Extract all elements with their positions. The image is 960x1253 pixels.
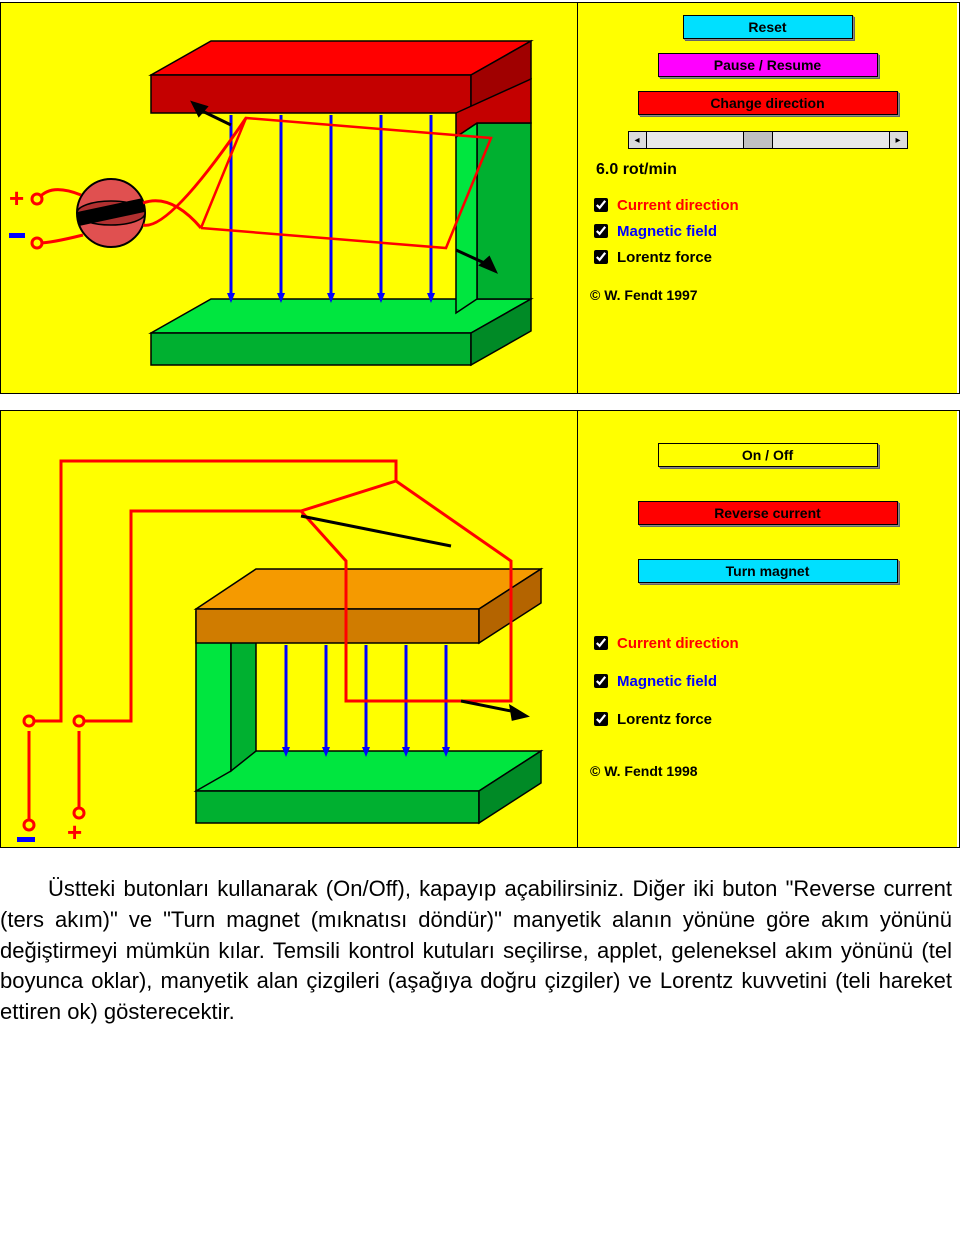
speed-slider[interactable]: ◂ ▸: [628, 131, 908, 149]
check-magnetic-field-box[interactable]: [594, 224, 608, 238]
terminal-minus-2: [17, 837, 35, 842]
check2-current-direction-box[interactable]: [594, 636, 608, 650]
check2-lorentz-force-box[interactable]: [594, 712, 608, 726]
pause-resume-button[interactable]: Pause / Resume: [658, 53, 878, 77]
check2-magnetic-field[interactable]: Magnetic field: [590, 671, 945, 691]
applet2-credit: © W. Fendt 1998: [590, 763, 945, 779]
description-paragraph: Üstteki butonları kullanarak (On/Off), k…: [0, 870, 960, 1046]
applet-dc-motor: + Reset Pause / Resume Change direction …: [0, 2, 960, 394]
check-current-direction-label: Current direction: [617, 197, 739, 214]
commutator: [76, 179, 145, 247]
speed-readout: 6.0 rot/min: [596, 161, 945, 179]
check-lorentz-force-label: Lorentz force: [617, 249, 712, 266]
check2-magnetic-field-box[interactable]: [594, 674, 608, 688]
slider-increment[interactable]: ▸: [889, 132, 907, 148]
slider-decrement[interactable]: ◂: [629, 132, 647, 148]
terminal-plus-2: +: [67, 817, 82, 847]
reset-button[interactable]: Reset: [683, 15, 853, 39]
slider-thumb[interactable]: [743, 132, 773, 148]
check-magnetic-field-label: Magnetic field: [617, 223, 717, 240]
onoff-button[interactable]: On / Off: [658, 443, 878, 467]
reverse-current-button[interactable]: Reverse current: [638, 501, 898, 525]
applet1-canvas: +: [1, 3, 577, 393]
applet1-controls: Reset Pause / Resume Change direction ◂ …: [577, 3, 957, 393]
check2-lorentz-force[interactable]: Lorentz force: [590, 709, 945, 729]
check-lorentz-force[interactable]: Lorentz force: [590, 247, 945, 267]
slider-track[interactable]: [647, 132, 889, 148]
check2-current-direction[interactable]: Current direction: [590, 633, 945, 653]
applet1-credit: © W. Fendt 1997: [590, 287, 945, 303]
applet2-controls: On / Off Reverse current Turn magnet Cur…: [577, 411, 957, 847]
check-current-direction[interactable]: Current direction: [590, 195, 945, 215]
check2-current-direction-label: Current direction: [617, 635, 739, 652]
check2-magnetic-field-label: Magnetic field: [617, 673, 717, 690]
check2-lorentz-force-label: Lorentz force: [617, 711, 712, 728]
applet-lorentz-force: + On / Off Reverse current Turn magnet C…: [0, 410, 960, 848]
turn-magnet-button[interactable]: Turn magnet: [638, 559, 898, 583]
applet2-canvas: +: [1, 411, 577, 847]
change-direction-button[interactable]: Change direction: [638, 91, 898, 115]
check-lorentz-force-box[interactable]: [594, 250, 608, 264]
check-current-direction-box[interactable]: [594, 198, 608, 212]
terminal-minus: [9, 233, 25, 238]
magnet-top: [196, 569, 541, 643]
terminal-plus: +: [9, 183, 24, 213]
check-magnetic-field[interactable]: Magnetic field: [590, 221, 945, 241]
